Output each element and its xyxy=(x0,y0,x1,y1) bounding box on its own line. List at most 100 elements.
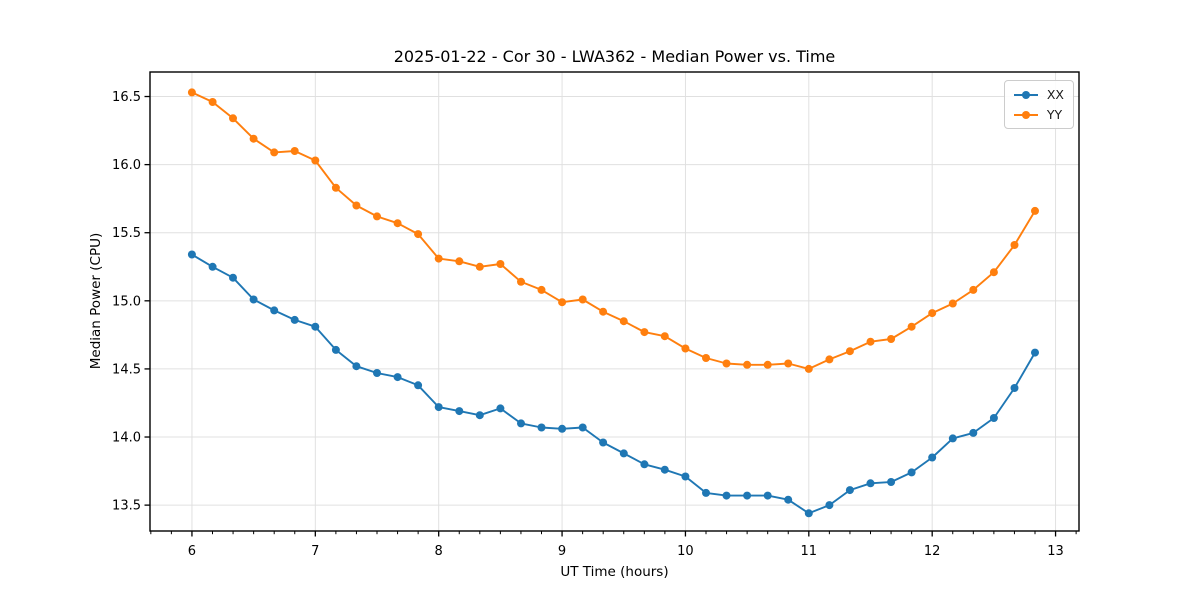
series-YY-point xyxy=(722,359,731,368)
series-YY-point xyxy=(270,148,279,157)
y-tick-label: 16.5 xyxy=(112,90,141,105)
series-YY-point xyxy=(414,230,423,239)
legend-item-label: YY xyxy=(1046,107,1063,122)
series-XX-point xyxy=(393,373,402,382)
x-tick-label: 12 xyxy=(924,544,941,559)
y-tick-label: 14.0 xyxy=(112,431,141,446)
grid xyxy=(150,72,1079,531)
x-tick-label: 10 xyxy=(677,544,694,559)
y-axis: 13.5 14.0 14.5 15.0 15.5 16.0 16.5 xyxy=(112,90,150,514)
series-YY-point xyxy=(373,212,381,221)
series-XX-point xyxy=(373,369,381,377)
series-YY-point xyxy=(866,337,875,346)
series-YY xyxy=(187,88,1039,373)
series-XX-point xyxy=(784,495,793,504)
series-YY-point xyxy=(763,360,772,369)
series-XX-point xyxy=(1031,348,1039,357)
series-XX-point xyxy=(229,273,237,282)
series-XX-point xyxy=(681,472,690,481)
series-YY-point xyxy=(393,219,402,228)
series-XX-point xyxy=(434,403,443,412)
series-YY-point xyxy=(331,183,340,192)
series-YY-point xyxy=(434,254,443,263)
x-tick-label: 6 xyxy=(188,544,196,559)
series-XX-point xyxy=(187,250,196,259)
y-tick-label: 13.5 xyxy=(112,499,141,514)
series-XX-point xyxy=(475,411,484,420)
series-XX-point xyxy=(660,465,669,474)
y-tick-label: 15.0 xyxy=(112,294,141,309)
legend-item-label: XX xyxy=(1046,87,1064,102)
series-XX-point xyxy=(928,453,937,462)
series-XX-point xyxy=(763,491,772,500)
series-XX-point xyxy=(907,468,916,477)
series-YY-point xyxy=(537,285,546,294)
series-XX-point xyxy=(948,434,957,443)
series-YY-point xyxy=(311,156,320,165)
series-YY-point xyxy=(187,88,196,97)
series-YY-point xyxy=(496,260,505,268)
series-XX-point xyxy=(208,262,217,271)
legend-marker-yy xyxy=(1013,110,1038,119)
series-XX-point xyxy=(578,423,587,432)
series-XX-point xyxy=(969,428,978,437)
series-YY-point xyxy=(660,332,669,341)
series-YY-point xyxy=(743,360,752,369)
series-YY-point xyxy=(229,114,237,123)
series-XX-point xyxy=(825,501,834,510)
series-XX-point xyxy=(414,381,423,390)
series-YY-point xyxy=(640,328,649,337)
series-XX-point xyxy=(619,449,628,458)
series-YY-point xyxy=(455,257,464,266)
series-XX-point xyxy=(311,322,320,331)
series-YY-point xyxy=(249,134,258,143)
series-YY-point xyxy=(517,277,525,286)
series-XX-point xyxy=(249,295,258,304)
series-YY-point xyxy=(599,307,608,316)
series-YY-point xyxy=(1010,241,1019,249)
series-XX-point xyxy=(989,414,998,422)
series-YY-point xyxy=(804,364,813,373)
series-XX-point xyxy=(496,404,505,413)
series-YY-point xyxy=(290,147,299,155)
series-YY-point xyxy=(989,268,998,277)
series-YY-point xyxy=(825,355,834,364)
x-tick-label: 13 xyxy=(1047,544,1064,559)
series-YY-point xyxy=(619,317,628,326)
series-XX-point xyxy=(702,488,710,497)
series-XX-point xyxy=(352,362,361,371)
y-tick-label: 16.0 xyxy=(112,158,141,173)
y-tick-label: 14.5 xyxy=(112,362,141,377)
series-YY-point xyxy=(558,298,567,307)
series-XX xyxy=(187,250,1039,518)
legend-item-xx: XX xyxy=(1012,85,1064,104)
series-YY-point xyxy=(702,354,710,362)
series-XX-point xyxy=(517,419,525,428)
series-XX-point xyxy=(331,345,340,354)
series-YY-point xyxy=(352,201,361,210)
series-YY-point xyxy=(845,347,854,356)
x-tick-label: 11 xyxy=(801,544,818,559)
x-axis-label: UT Time (hours) xyxy=(560,564,669,580)
series-YY-point xyxy=(208,98,217,106)
series-XX-point xyxy=(866,479,875,488)
series-YY-point xyxy=(887,335,896,343)
series-XX-point xyxy=(1010,384,1019,392)
legend-item-yy: YY xyxy=(1012,105,1064,124)
legend-marker-xx xyxy=(1013,90,1038,99)
series-XX-point xyxy=(537,423,546,432)
axes-spines xyxy=(149,71,1080,532)
series-YY-point xyxy=(681,344,690,353)
series-XX-point xyxy=(455,407,464,416)
series-XX-point xyxy=(887,478,896,486)
series-XX-point xyxy=(270,306,279,315)
series-XX-point xyxy=(558,424,567,433)
legend: XX YY xyxy=(1003,80,1074,129)
x-tick-label: 9 xyxy=(558,544,566,559)
series-YY-point xyxy=(907,322,916,331)
series-XX-point xyxy=(640,460,649,469)
series-YY-point xyxy=(969,285,978,294)
y-tick-label: 15.5 xyxy=(112,226,141,241)
series-XX-point xyxy=(743,491,752,500)
